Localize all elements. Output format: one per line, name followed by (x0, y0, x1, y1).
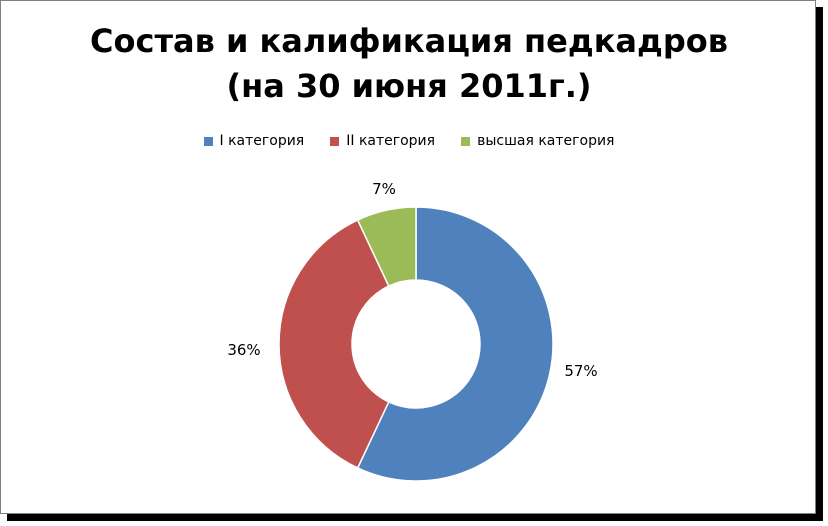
doughnut-chart: 57% 36% 7% (227, 180, 598, 482)
legend-item-cat1: I категория (203, 133, 305, 149)
data-label-2: 7% (372, 180, 396, 198)
slice-1 (278, 219, 390, 469)
slice-0 (356, 206, 554, 482)
slice-2 (356, 206, 417, 288)
legend: I категория II категория высшая категори… (1, 133, 817, 149)
chart-area: Состав и калификация педкадров (на 30 ию… (0, 0, 816, 514)
chart-title: Состав и калификация педкадров (на 30 ию… (1, 19, 817, 109)
legend-item-cat2: II категория (330, 133, 435, 149)
legend-label-cat1: I категория (219, 133, 305, 149)
chart-title-line2: (на 30 июня 2011г.) (226, 67, 592, 105)
legend-label-highest: высшая категория (477, 133, 615, 149)
legend-swatch-highest (461, 136, 471, 146)
legend-swatch-cat1 (203, 136, 213, 146)
data-label-1: 36% (227, 341, 260, 359)
chart-title-line1: Состав и калификация педкадров (90, 22, 728, 60)
legend-label-cat2: II категория (346, 133, 436, 149)
legend-swatch-cat2 (330, 136, 340, 146)
legend-item-highest: высшая категория (461, 133, 614, 149)
data-label-0: 57% (564, 362, 597, 380)
